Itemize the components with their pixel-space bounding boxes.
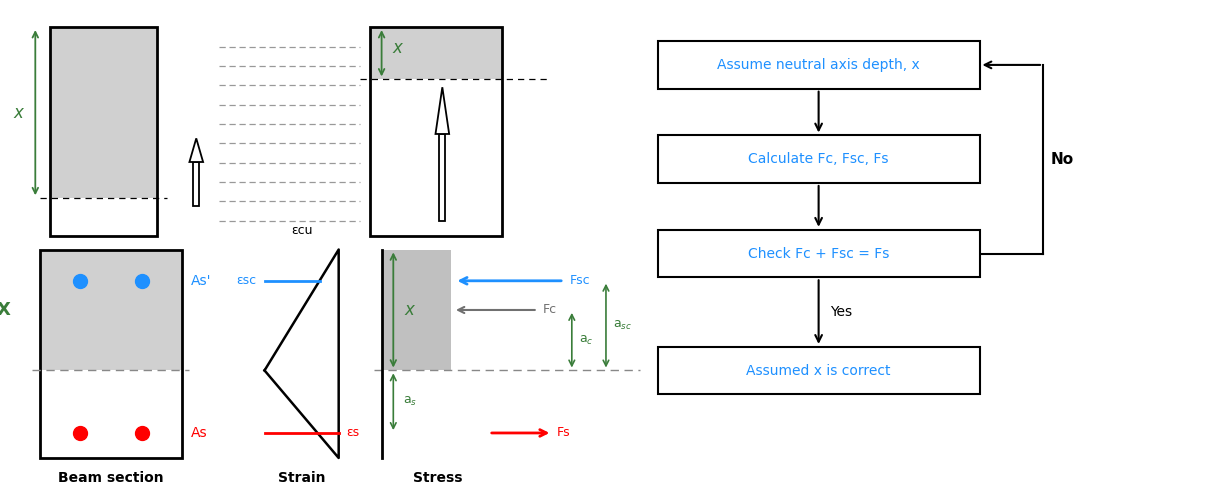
Text: Stress: Stress bbox=[413, 471, 463, 485]
Text: As: As bbox=[191, 426, 208, 440]
Bar bbox=[50, 27, 157, 236]
Text: Fsc: Fsc bbox=[570, 274, 591, 287]
Text: As': As' bbox=[191, 274, 212, 288]
Text: x: x bbox=[404, 301, 414, 319]
Text: Assume neutral axis depth, x: Assume neutral axis depth, x bbox=[717, 58, 920, 72]
Text: a$_c$: a$_c$ bbox=[579, 334, 593, 347]
Text: Beam section: Beam section bbox=[58, 471, 163, 485]
Bar bbox=[370, 27, 502, 236]
Bar bbox=[440, 134, 446, 221]
Text: X: X bbox=[0, 301, 10, 319]
Text: Assumed x is correct: Assumed x is correct bbox=[747, 364, 890, 378]
Text: Fs: Fs bbox=[557, 427, 571, 440]
Bar bbox=[40, 249, 181, 458]
Bar bbox=[658, 230, 979, 277]
Polygon shape bbox=[190, 139, 203, 162]
Bar bbox=[50, 27, 157, 198]
Text: Calculate Fc, Fsc, Fs: Calculate Fc, Fsc, Fs bbox=[748, 152, 889, 166]
Text: Yes: Yes bbox=[831, 305, 853, 319]
Bar bbox=[370, 27, 502, 80]
Text: εs: εs bbox=[346, 427, 359, 440]
Text: Fc: Fc bbox=[542, 304, 557, 317]
Text: No: No bbox=[1051, 152, 1074, 167]
Bar bbox=[658, 41, 979, 89]
Text: Check Fc + Fsc = Fs: Check Fc + Fsc = Fs bbox=[748, 246, 889, 261]
Bar bbox=[658, 135, 979, 183]
Bar bbox=[381, 249, 451, 370]
Bar bbox=[40, 249, 181, 370]
Text: εsc: εsc bbox=[236, 274, 257, 287]
Text: Strain: Strain bbox=[278, 471, 325, 485]
Polygon shape bbox=[436, 87, 449, 134]
Bar bbox=[194, 162, 200, 206]
Text: x: x bbox=[13, 103, 23, 122]
Bar bbox=[50, 198, 157, 236]
Bar bbox=[658, 347, 979, 394]
Text: x: x bbox=[392, 40, 402, 57]
Text: a$_s$: a$_s$ bbox=[403, 395, 418, 408]
Text: a$_{sc}$: a$_{sc}$ bbox=[613, 319, 632, 332]
Text: εcu: εcu bbox=[291, 224, 312, 237]
